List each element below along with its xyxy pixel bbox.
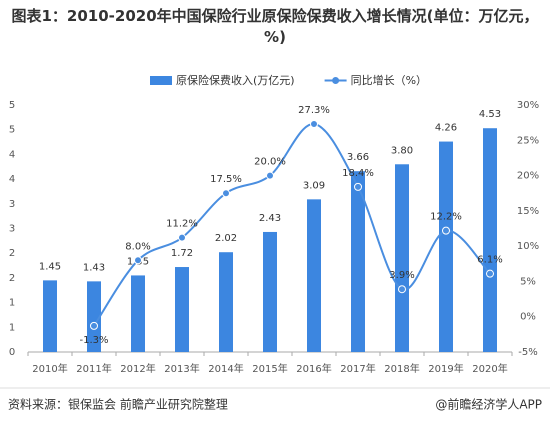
bar xyxy=(43,280,57,352)
x-tick-label: 2012年 xyxy=(120,362,155,375)
x-tick-label: 2016年 xyxy=(296,362,331,375)
bar xyxy=(351,171,365,352)
data-label: 3.9% xyxy=(389,270,414,281)
data-label: 8.0% xyxy=(125,241,150,252)
tick-label: 30% xyxy=(517,100,539,111)
bar xyxy=(263,231,277,352)
bar xyxy=(307,199,321,352)
data-label: 1.43 xyxy=(83,262,105,273)
line-point xyxy=(90,321,98,330)
tick-label: 3 xyxy=(9,199,15,210)
tick-label: 2 xyxy=(9,273,15,284)
tick-label: 2 xyxy=(9,248,15,259)
line xyxy=(93,123,491,327)
data-label: 6.1% xyxy=(477,255,502,266)
tick-label: 20% xyxy=(517,171,539,182)
data-label: 11.2% xyxy=(166,219,198,230)
bar xyxy=(395,164,409,352)
data-label: 3.80 xyxy=(391,145,413,156)
x-tick-label: 2010年 xyxy=(32,362,67,375)
bar xyxy=(439,141,453,352)
data-label: 3.66 xyxy=(347,152,369,163)
bar xyxy=(131,275,145,352)
chart-title: 图表1：2010-2020年中国保险行业原保险保费收入增长情况(单位：万亿元，%… xyxy=(11,7,539,46)
tick-label: -5% xyxy=(518,347,537,358)
tick-label: 0 xyxy=(9,347,15,358)
data-label: -1.3% xyxy=(79,335,108,346)
x-tick-label: 2017年 xyxy=(340,362,375,375)
tick-label: 10% xyxy=(517,241,539,252)
line-point xyxy=(354,182,362,191)
x-tick-label: 2019年 xyxy=(428,362,463,375)
legend-swatch xyxy=(150,76,172,85)
x-tick-label: 2015年 xyxy=(252,362,287,375)
line-point xyxy=(310,120,318,129)
line-point xyxy=(398,285,406,294)
data-label: 1.45 xyxy=(39,261,61,272)
line-point xyxy=(486,269,494,278)
legend-swatch xyxy=(332,77,340,84)
tick-label: 5 xyxy=(9,100,15,111)
data-label: 2.43 xyxy=(259,213,281,224)
data-label: 17.5% xyxy=(210,174,242,185)
line-point xyxy=(222,189,230,198)
bar xyxy=(87,281,101,352)
data-label: 2.02 xyxy=(215,233,237,244)
data-label: 20.0% xyxy=(254,157,286,168)
tick-label: 0% xyxy=(520,312,536,323)
data-label: 4.26 xyxy=(435,123,457,134)
line-point xyxy=(134,256,142,265)
x-tick-label: 2011年 xyxy=(76,362,111,375)
x-tick-label: 2013年 xyxy=(164,362,199,375)
source: 资料来源：银保监会 前瞻产业研究院整理 xyxy=(8,397,228,412)
legend-label: 同比增长（%） xyxy=(351,73,427,87)
tick-label: 5% xyxy=(520,276,536,287)
tick-label: 25% xyxy=(517,135,539,146)
data-label: 27.3% xyxy=(298,105,330,116)
line-point xyxy=(178,233,186,242)
bar xyxy=(175,267,189,352)
x-tick-label: 2014年 xyxy=(208,362,243,375)
line-point xyxy=(266,171,274,180)
legend-label: 原保险保费收入(万亿元) xyxy=(176,73,295,87)
tick-label: 15% xyxy=(517,206,539,217)
tick-label: 4 xyxy=(9,149,15,160)
x-tick-label: 2018年 xyxy=(384,362,419,375)
bar xyxy=(483,128,497,352)
tick-label: 4 xyxy=(9,174,15,185)
data-label: 1.72 xyxy=(171,248,193,259)
credit: @前瞻经济学人APP xyxy=(435,397,542,412)
tick-label: 5 xyxy=(9,125,15,136)
data-label: 12.2% xyxy=(430,212,462,223)
data-label: 4.53 xyxy=(479,109,501,120)
tick-label: 1 xyxy=(9,322,15,333)
bar xyxy=(219,252,233,352)
data-label: 18.4% xyxy=(342,168,374,179)
data-label: 3.09 xyxy=(303,180,325,191)
tick-label: 3 xyxy=(9,224,15,235)
line-point xyxy=(442,226,450,235)
x-tick-label: 2020年 xyxy=(472,362,507,375)
tick-label: 1 xyxy=(9,298,15,309)
